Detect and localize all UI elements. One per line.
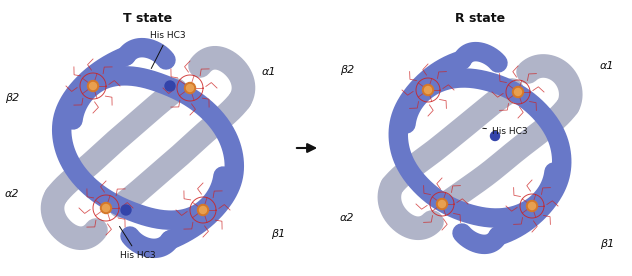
Text: α1: α1 [600, 61, 614, 71]
Text: His HC3: His HC3 [150, 31, 186, 68]
Circle shape [102, 205, 109, 211]
Circle shape [165, 81, 175, 91]
Circle shape [90, 83, 97, 89]
Circle shape [526, 200, 537, 211]
Text: His HC3: His HC3 [119, 226, 156, 260]
Circle shape [490, 131, 499, 140]
Circle shape [423, 84, 434, 95]
Circle shape [439, 200, 446, 208]
Circle shape [514, 89, 521, 95]
Text: R state: R state [455, 12, 505, 25]
Text: β2: β2 [5, 93, 19, 103]
Text: β1: β1 [600, 239, 614, 249]
Text: α1: α1 [262, 67, 277, 77]
Text: His HC3: His HC3 [483, 126, 528, 136]
Circle shape [121, 205, 131, 215]
Circle shape [186, 84, 193, 92]
Circle shape [513, 86, 523, 97]
Circle shape [200, 206, 207, 214]
Circle shape [437, 198, 447, 209]
Circle shape [100, 203, 111, 214]
Text: α2: α2 [5, 189, 20, 199]
Text: β2: β2 [340, 65, 355, 75]
Text: β1: β1 [271, 229, 285, 239]
Circle shape [87, 81, 99, 92]
Circle shape [197, 205, 209, 216]
Text: α2: α2 [340, 213, 355, 223]
Circle shape [185, 83, 195, 94]
Circle shape [528, 203, 535, 209]
Text: T state: T state [123, 12, 173, 25]
Circle shape [425, 86, 432, 94]
